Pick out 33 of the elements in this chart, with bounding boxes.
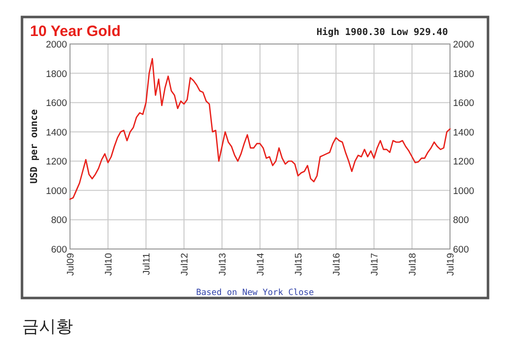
text: Based on New York Close <box>196 288 314 298</box>
y-tick-label: 2000 <box>46 40 67 50</box>
y-tick-label: 1000 <box>46 186 67 197</box>
x-tick-label: Jul15 <box>294 253 304 276</box>
y2-tick-label: 1400 <box>453 127 474 138</box>
y-tick-label: 1200 <box>46 156 67 168</box>
y2-tick-label: 1000 <box>453 186 474 197</box>
x-tick-label: Jul14 <box>256 253 266 276</box>
chart-title: 10 Year Gold <box>30 23 121 40</box>
x-tick-label: Jul17 <box>370 253 380 276</box>
y2-tick-label: 800 <box>453 215 469 226</box>
y-tick-label: 1600 <box>46 98 67 110</box>
y2-tick-label: 600 <box>453 244 469 256</box>
chart-subtitle: High 1900.30 Low 929.40 <box>316 27 448 38</box>
y-tick-label: 1400 <box>46 127 67 138</box>
y2-tick-label: 1200 <box>453 156 474 168</box>
y2-tick-label: 2000 <box>453 40 474 50</box>
y-tick-label: 1800 <box>46 68 67 80</box>
y-axis-title: USD per ounce <box>29 109 40 184</box>
x-tick-label: Jul13 <box>218 253 228 276</box>
x-tick-label: Jul10 <box>104 253 114 276</box>
line-series <box>69 58 451 200</box>
text: 금시황 <box>22 317 73 336</box>
y-tick-label: 600 <box>51 244 67 256</box>
x-tick-label: Jul19 <box>446 253 456 276</box>
x-tick-label: Jul18 <box>408 253 418 276</box>
y2-tick-label: 1800 <box>453 68 474 80</box>
x-tick-label: Jul16 <box>332 253 342 276</box>
x-tick-label: Jul12 <box>180 253 190 276</box>
y2-tick-label: 1600 <box>453 98 474 110</box>
x-tick-label: Jul09 <box>66 253 76 276</box>
x-tick-label: Jul11 <box>142 253 152 276</box>
y-tick-label: 800 <box>51 215 67 226</box>
